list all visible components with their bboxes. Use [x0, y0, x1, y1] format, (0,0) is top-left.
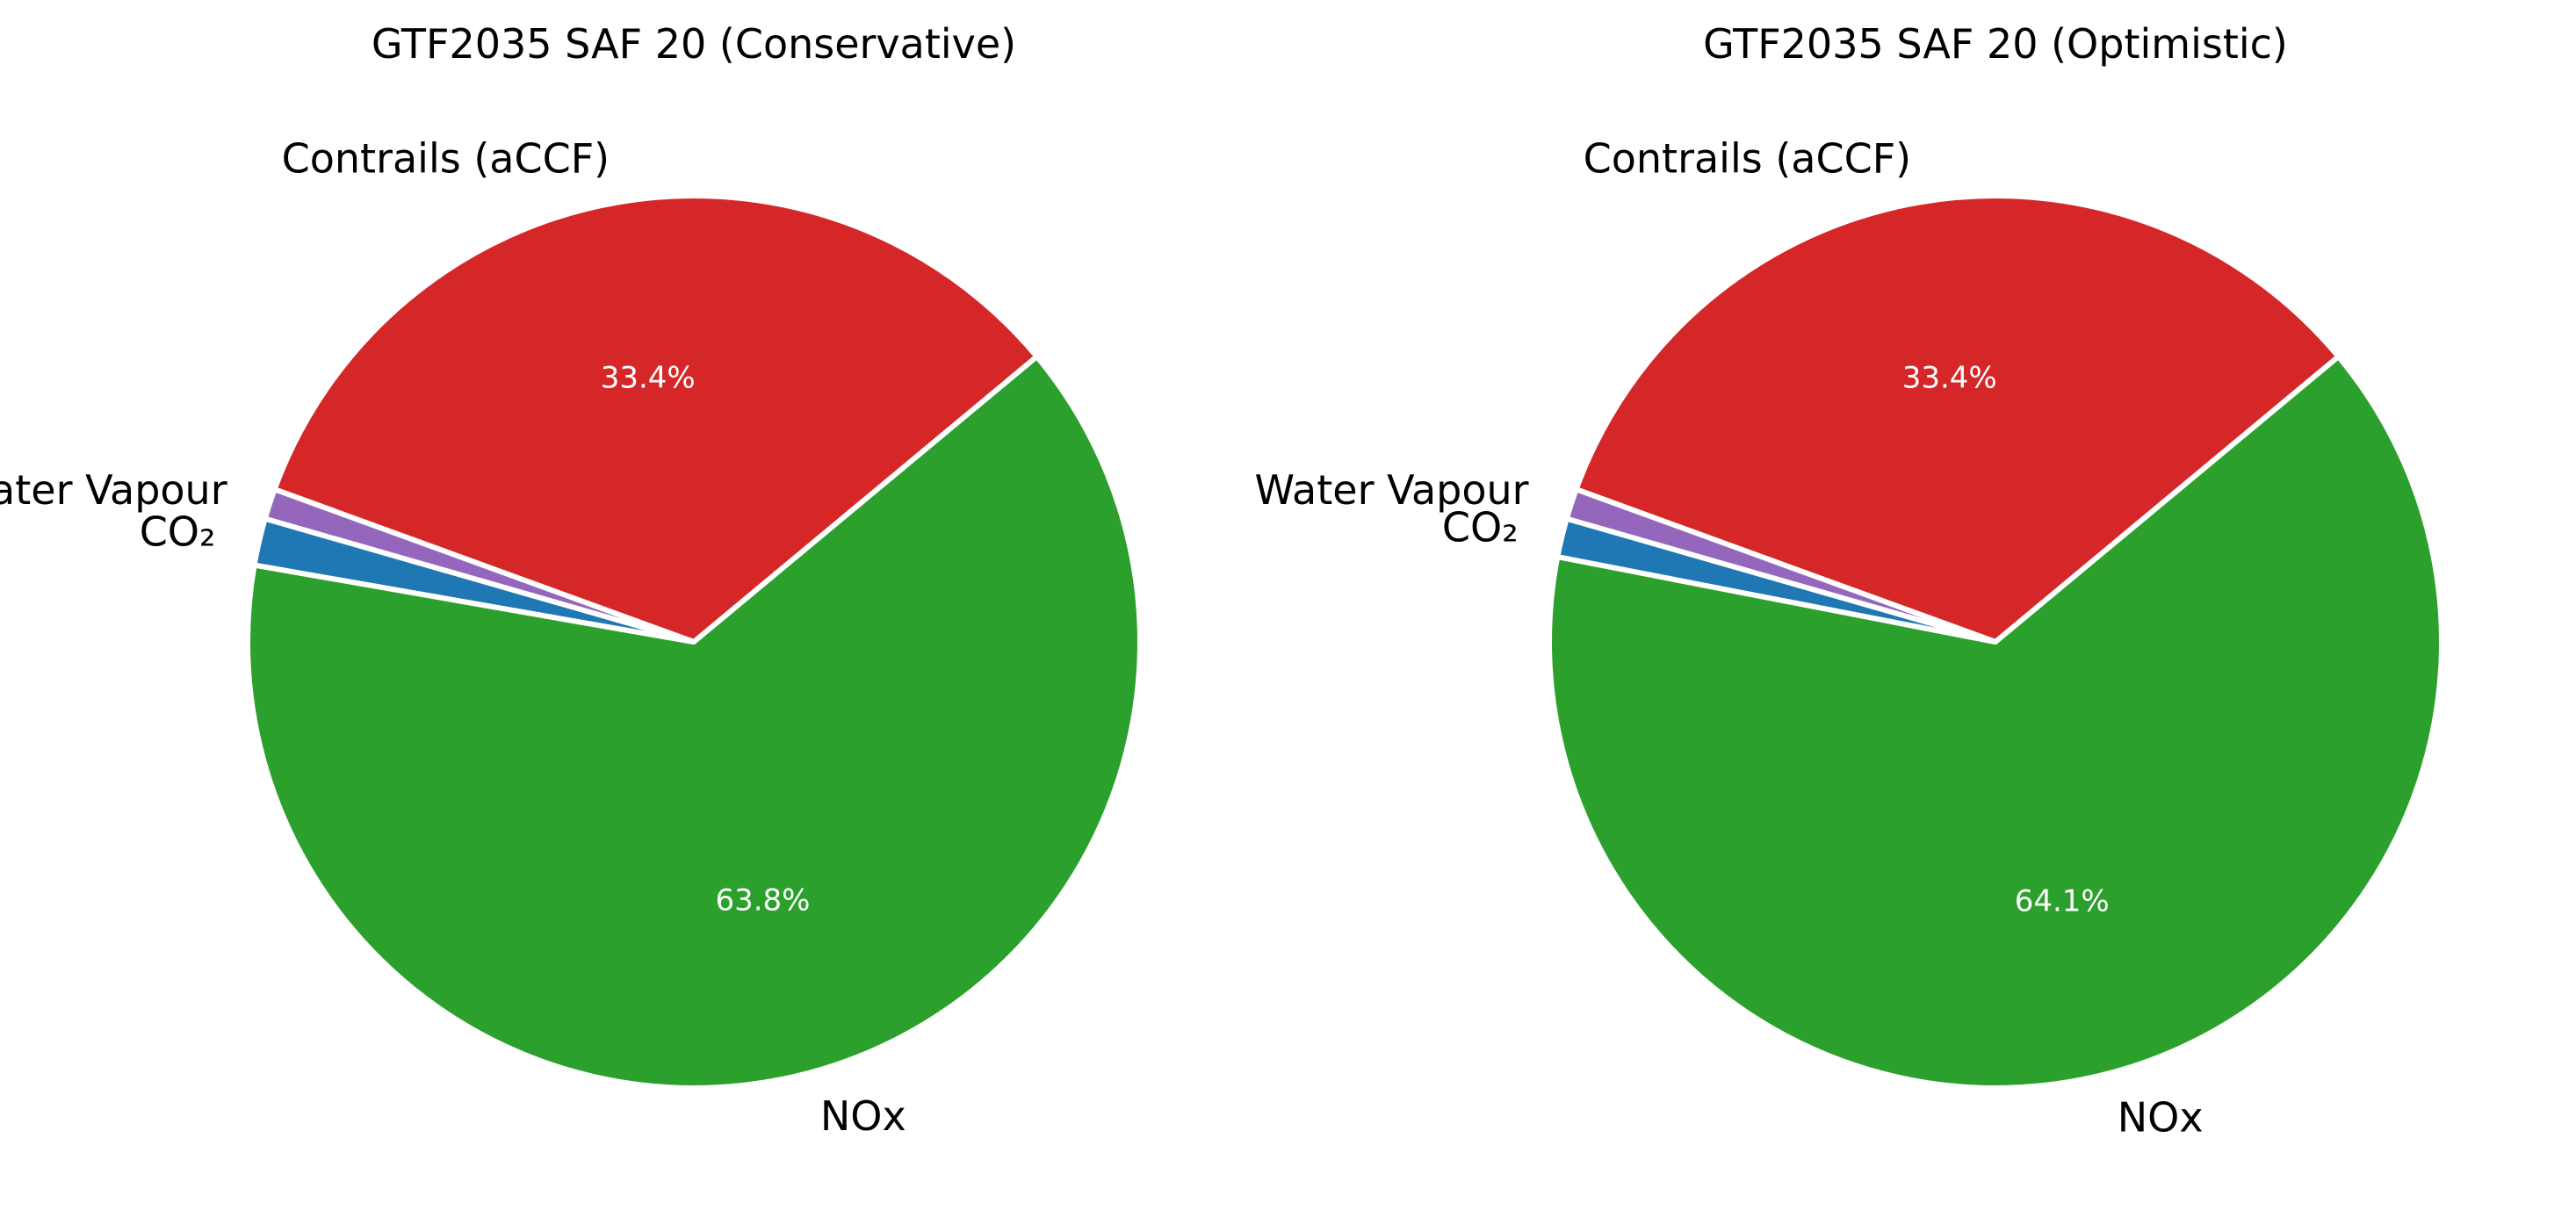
pct-label-nox: 64.1%	[2015, 883, 2110, 919]
slice-label-co: CO₂	[140, 508, 216, 555]
slice-label-contrails-accf: Contrails (aCCF)	[282, 134, 610, 182]
pie-slice-contrails-accf	[1573, 193, 2341, 645]
pct-label-contrails-accf: 33.4%	[601, 361, 696, 396]
pie-slice-nox	[1547, 354, 2444, 1091]
pct-label-contrails-accf: 33.4%	[1902, 361, 1997, 396]
slice-label-nox: NOx	[820, 1092, 906, 1140]
pie-slice-nox	[245, 354, 1143, 1091]
slice-label-water-vapour: Water Vapour	[1255, 466, 1529, 514]
chart-title: GTF2035 SAF 20 (Conservative)	[372, 20, 1016, 68]
pie-slice-contrails-accf	[271, 193, 1040, 645]
slice-label-nox: NOx	[2118, 1093, 2204, 1141]
slice-label-water-vapour: Water Vapour	[0, 466, 227, 514]
pie-slice-water-vapour	[262, 486, 696, 645]
pie-chart-conservative: GTF2035 SAF 20 (Conservative) Contrails …	[0, 20, 1143, 1140]
pie-chart-optimistic: GTF2035 SAF 20 (Optimistic) Contrails (a…	[1255, 20, 2444, 1141]
chart-title: GTF2035 SAF 20 (Optimistic)	[1703, 20, 2288, 68]
pct-label-nox: 63.8%	[715, 883, 810, 919]
slice-label-contrails-accf: Contrails (aCCF)	[1584, 134, 1911, 182]
pie-slice-water-vapour	[1563, 486, 1998, 645]
slice-label-co: CO₂	[1442, 503, 1519, 551]
